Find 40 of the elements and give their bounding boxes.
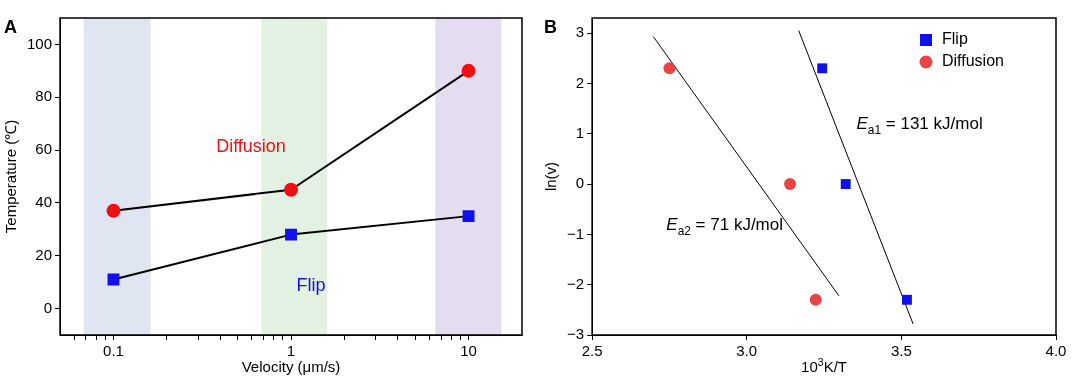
x-tick-label: 3.5 [890,342,912,360]
point [106,203,121,218]
point [901,294,912,305]
y-axis-title: Temperature (℃) [2,119,19,234]
point [284,182,299,197]
y-tick-label: 80 [35,87,53,105]
x-tick-label: 0.1 [103,342,124,360]
x-tick-label: 3.0 [736,342,758,360]
y-tick-label: 20 [35,245,53,263]
y-tick-label: 40 [35,193,53,211]
y-axis-title: ln(v) [542,161,559,192]
y-tick-label: 0 [575,174,585,192]
y-tick-label: 100 [27,34,53,52]
y-tick-label: −3 [566,325,585,343]
y-tick-label: 3 [575,23,585,41]
x-axis-title: Velocity (μm/s) [241,358,341,375]
chart-title: A [4,17,17,37]
point [462,210,475,223]
x-tick-label: 2.5 [581,342,603,360]
y-tick-label: 60 [35,140,53,158]
chart-title: B [544,17,557,37]
point [461,63,476,78]
x-tick-label: 4.0 [1045,342,1067,360]
y-tick-label: 2 [575,73,585,91]
x-tick-label: 1 [286,342,296,360]
series-label: Flip [296,274,326,295]
x-tick-label: 10 [460,342,477,360]
legend-label: Flip [942,30,968,48]
y-tick-label: 0 [43,298,53,316]
point [285,228,297,241]
y-tick-label: −1 [566,224,585,242]
point [663,62,676,75]
legend-label: Diffusion [942,52,1004,70]
point [784,178,797,191]
y-tick-label: −2 [566,274,585,292]
y-tick-label: 1 [575,123,585,141]
point [809,293,822,306]
point [817,63,828,74]
point [840,179,851,189]
series-label: Diffusion [216,135,286,156]
